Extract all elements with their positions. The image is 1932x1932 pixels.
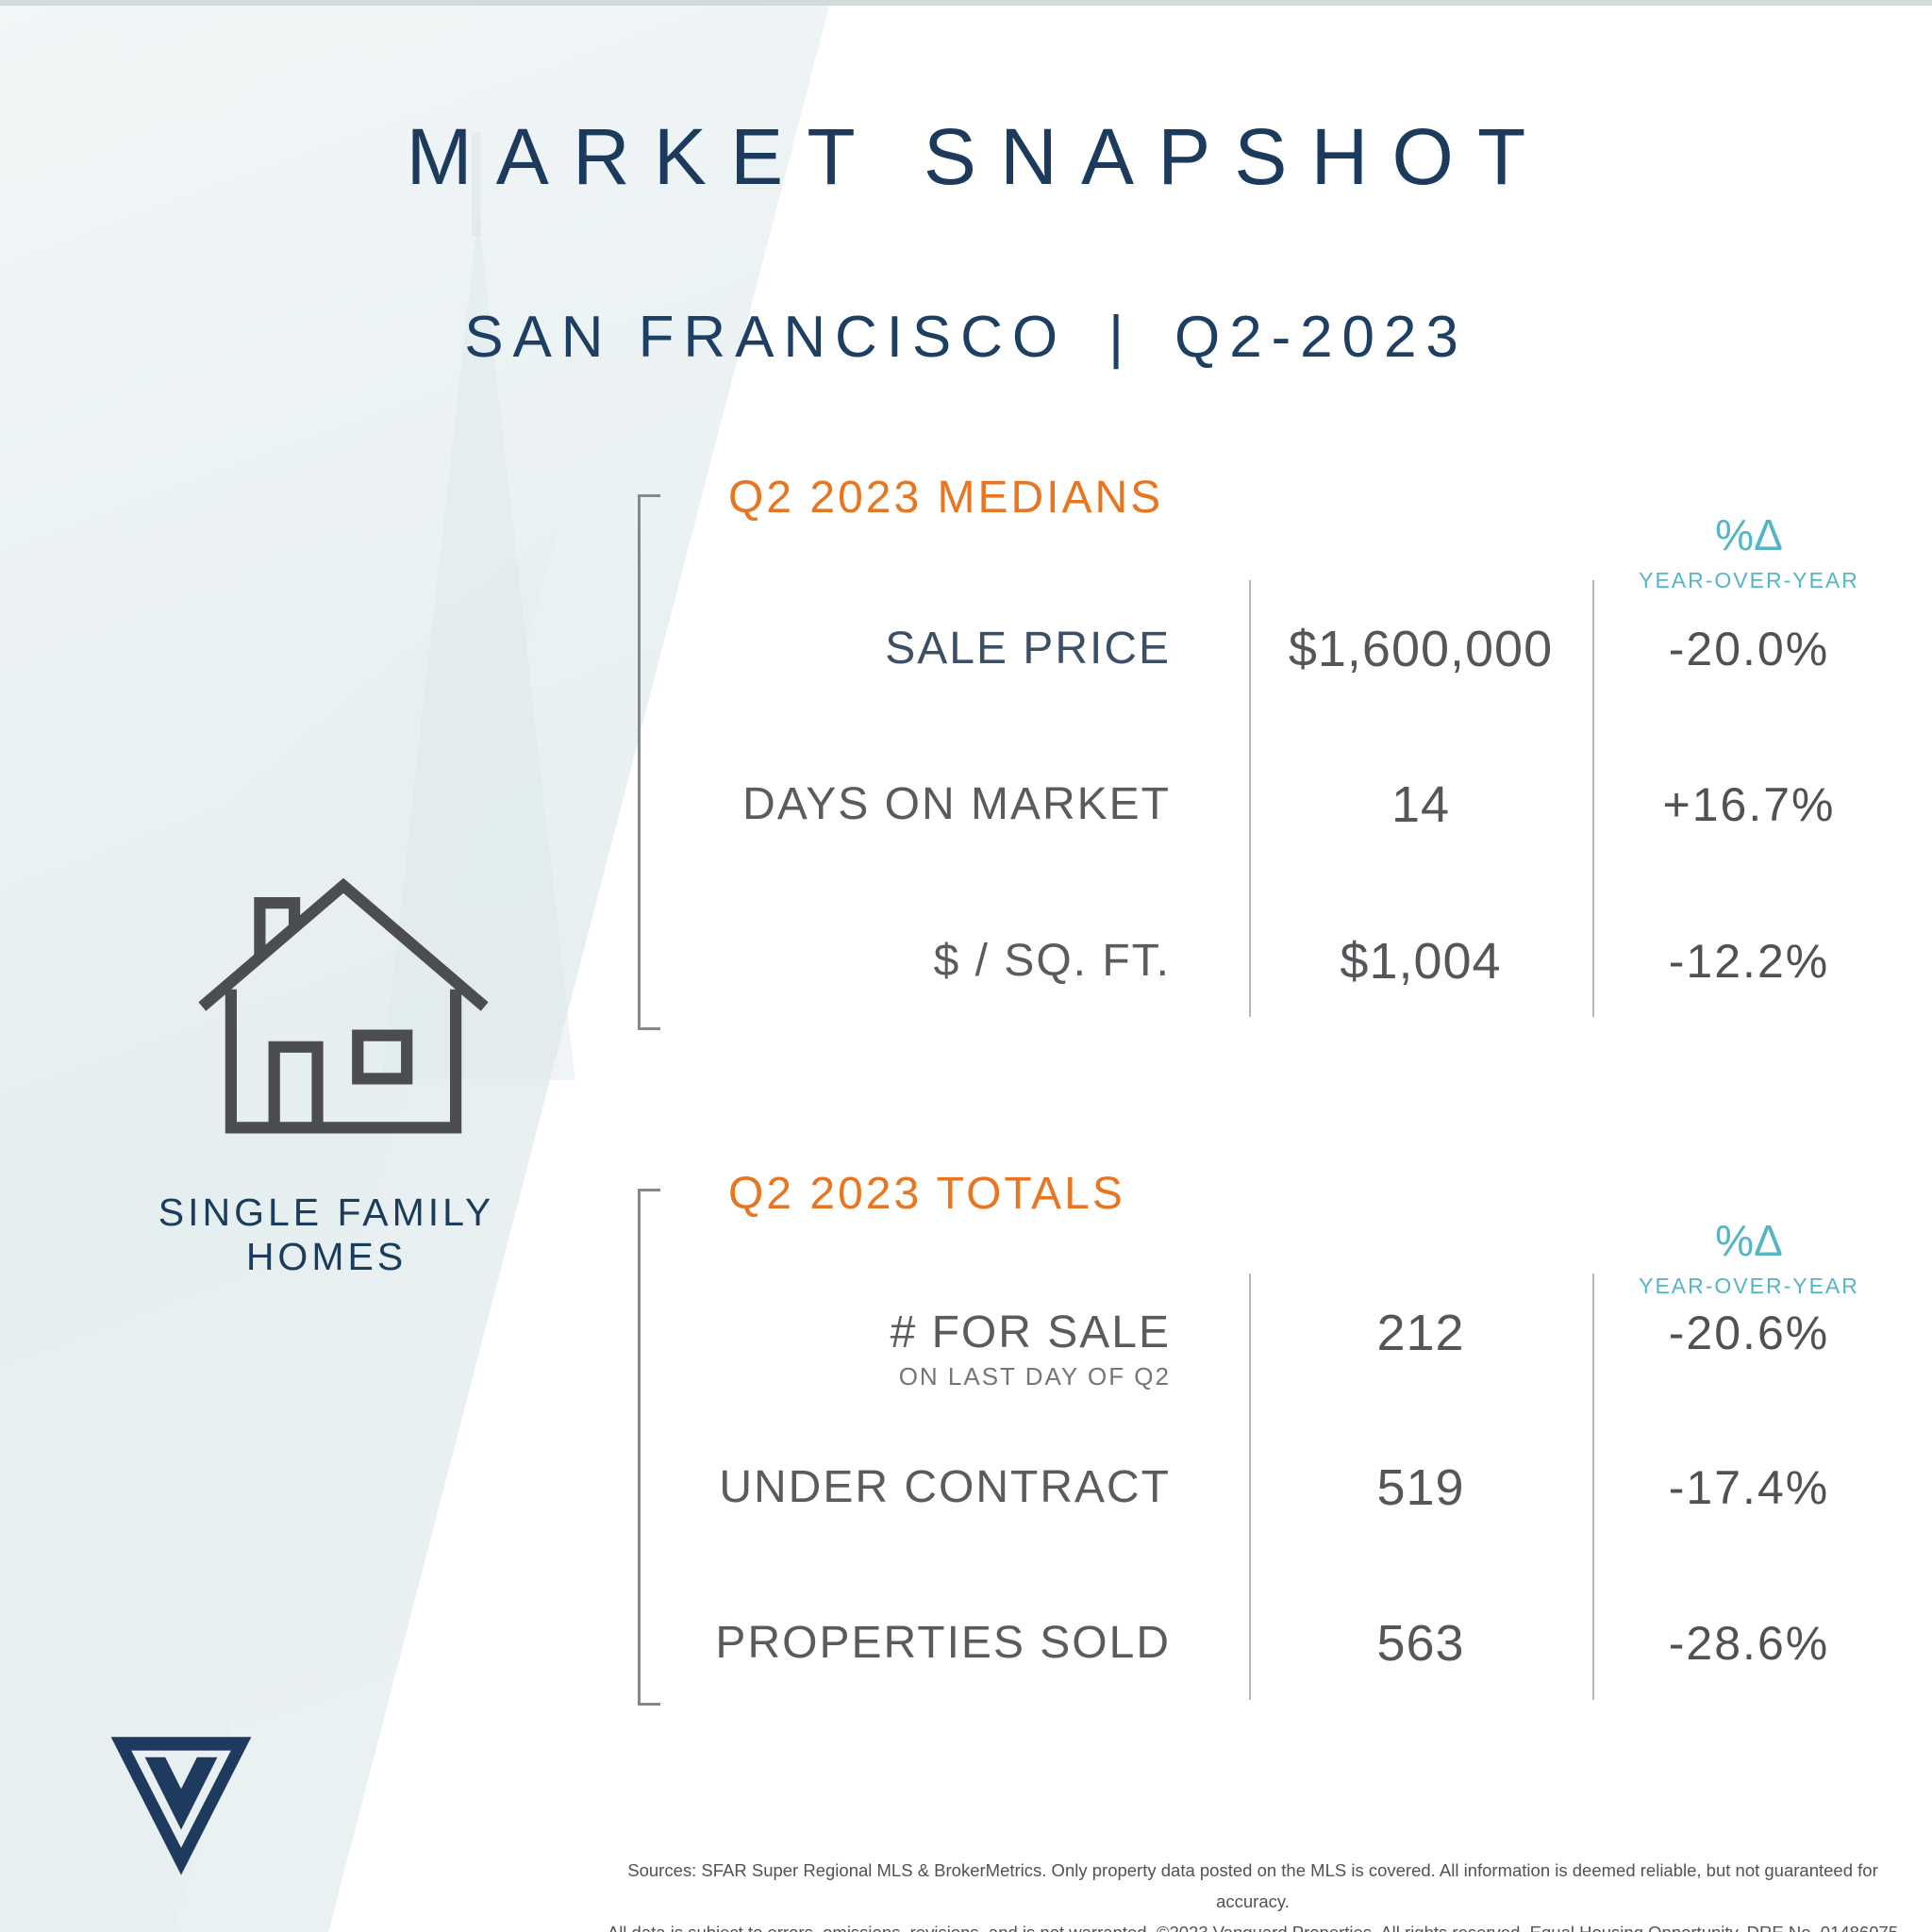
table-row: SALE PRICE $1,600,000 -20.0%	[638, 616, 1906, 682]
delta-symbol: %Δ	[1715, 510, 1783, 559]
category-label: SINGLE FAMILY HOMES	[158, 1191, 495, 1278]
metric-value: 14	[1391, 776, 1451, 833]
background-tower-spire	[472, 132, 481, 236]
metric-delta: +16.7%	[1662, 778, 1836, 831]
metric-value: $1,004	[1340, 933, 1502, 990]
subtitle-separator: |	[1108, 305, 1134, 370]
metric-value: 212	[1376, 1305, 1465, 1361]
metric-label: DAYS ON MARKET	[742, 779, 1171, 829]
column-divider	[1249, 1274, 1251, 1700]
metric-value: 563	[1376, 1615, 1465, 1672]
medians-section-title: Q2 2023 MEDIANS	[728, 473, 1164, 523]
metric-label: PROPERTIES SOLD	[715, 1618, 1171, 1668]
metric-delta: -12.2%	[1668, 935, 1830, 988]
section-bracket	[638, 494, 660, 1030]
delta-caption: YEAR-OVER-YEAR	[1639, 568, 1859, 592]
table-row: # FOR SALE ON LAST DAY OF Q2 212 -20.6%	[638, 1300, 1906, 1389]
house-icon	[185, 857, 502, 1151]
metric-value: 519	[1376, 1459, 1465, 1516]
disclaimer-line-2: All data is subject to errors, omissions…	[592, 1917, 1913, 1932]
metric-sublabel: ON LAST DAY OF Q2	[898, 1362, 1171, 1391]
column-divider	[1249, 580, 1251, 1017]
subtitle-city: SAN FRANCISCO	[464, 305, 1068, 370]
metric-label: # FOR SALE	[890, 1307, 1171, 1357]
metric-delta: -17.4%	[1668, 1461, 1830, 1514]
metric-delta: -20.0%	[1668, 623, 1830, 675]
metric-label: UNDER CONTRACT	[719, 1462, 1171, 1512]
disclaimer-text: Sources: SFAR Super Regional MLS & Broke…	[592, 1855, 1913, 1932]
delta-caption: YEAR-OVER-YEAR	[1639, 1274, 1859, 1298]
delta-column-header: %Δ YEAR-OVER-YEAR	[1592, 1215, 1906, 1299]
top-edge-strip	[0, 0, 1932, 6]
vanguard-logo-icon	[102, 1728, 260, 1879]
subtitle-period: Q2-2023	[1174, 305, 1468, 370]
medians-section: Q2 2023 MEDIANS %Δ YEAR-OVER-YEAR SALE P…	[638, 472, 1906, 1057]
metric-value: $1,600,000	[1288, 621, 1554, 677]
totals-section-title: Q2 2023 TOTALS	[728, 1169, 1125, 1219]
table-row: PROPERTIES SOLD 563 -28.6%	[638, 1610, 1906, 1676]
disclaimer-line-1: Sources: SFAR Super Regional MLS & Broke…	[627, 1860, 1878, 1911]
column-divider	[1592, 1274, 1594, 1700]
delta-symbol: %Δ	[1715, 1216, 1783, 1265]
page-subtitle: SAN FRANCISCO | Q2-2023	[0, 304, 1932, 371]
table-row: UNDER CONTRACT 519 -17.4%	[638, 1455, 1906, 1521]
table-row: $ / SQ. FT. $1,004 -12.2%	[638, 928, 1906, 994]
delta-column-header: %Δ YEAR-OVER-YEAR	[1592, 509, 1906, 593]
metric-delta: -28.6%	[1668, 1617, 1830, 1670]
section-bracket	[638, 1189, 660, 1706]
page-title: MARKET SNAPSHOT	[406, 112, 1550, 201]
table-row: DAYS ON MARKET 14 +16.7%	[638, 772, 1906, 838]
metric-label: SALE PRICE	[885, 624, 1171, 674]
totals-section: Q2 2023 TOTALS %Δ YEAR-OVER-YEAR # FOR S…	[638, 1160, 1906, 1745]
metric-delta: -20.6%	[1668, 1307, 1830, 1359]
column-divider	[1592, 580, 1594, 1017]
metric-label: $ / SQ. FT.	[933, 936, 1171, 986]
